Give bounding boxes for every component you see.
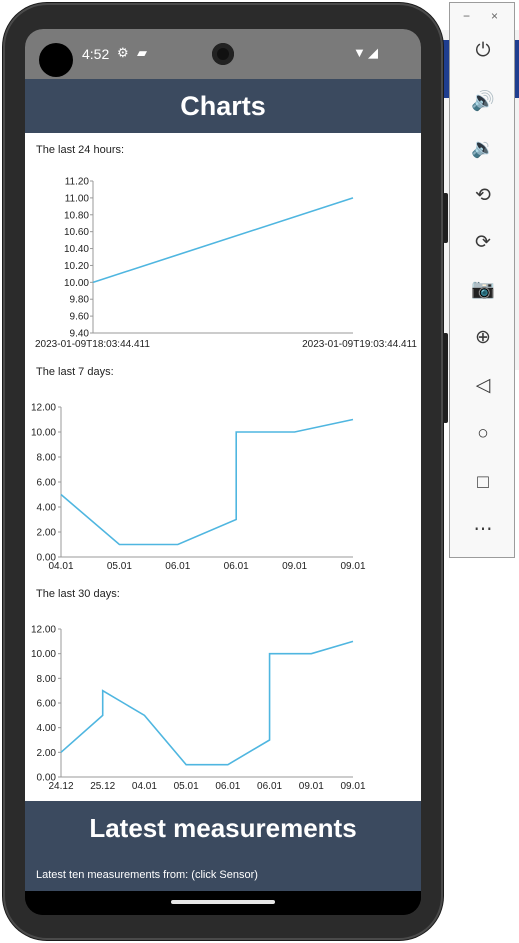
more-icon[interactable]: ⋯ bbox=[473, 519, 493, 540]
charts-content[interactable]: The last 24 hours: 9.40 9.60 9.80 10.00 10.2… bbox=[25, 133, 421, 801]
y-tick-label: 0.00 bbox=[37, 773, 57, 784]
close-button[interactable]: × bbox=[491, 9, 499, 23]
section-title-24h: The last 24 hours: bbox=[36, 144, 125, 156]
page-title: Charts bbox=[180, 91, 266, 121]
y-tick-label: 9.60 bbox=[70, 312, 90, 323]
phone-frame: 4:52 ⚙ ▰ ▼ ◢ Charts The last 24 hours: 9… bbox=[3, 3, 448, 940]
x-tick-label: 25.12 bbox=[90, 781, 115, 792]
x-tick-label: 06.01 bbox=[257, 781, 282, 792]
y-tick-label: 6.00 bbox=[37, 699, 57, 710]
latest-measurements-title: Latest measurements bbox=[89, 813, 357, 843]
x-tick-label: 09.01 bbox=[299, 781, 324, 792]
y-tick-label: 8.00 bbox=[37, 453, 57, 464]
y-tick-label: 10.00 bbox=[64, 278, 89, 289]
home-gesture-handle[interactable] bbox=[171, 900, 275, 904]
x-tick-label: 06.01 bbox=[224, 561, 249, 572]
x-tick-label: 24.12 bbox=[48, 781, 73, 792]
y-tick-label: 10.20 bbox=[64, 261, 89, 272]
y-tick-label: 12.00 bbox=[31, 625, 56, 636]
back-icon[interactable]: ◁ bbox=[475, 375, 491, 396]
y-tick-label: 8.00 bbox=[37, 674, 57, 685]
gear-icon: ⚙ bbox=[117, 45, 129, 60]
status-bar: 4:52 ⚙ ▰ ▼ ◢ bbox=[25, 29, 421, 79]
x-tick-label: 04.01 bbox=[132, 781, 157, 792]
status-time: 4:52 bbox=[82, 46, 110, 62]
wifi-icon: ▼ bbox=[353, 45, 366, 60]
series-line bbox=[92, 197, 354, 284]
y-tick-label: 10.80 bbox=[64, 210, 89, 221]
x-tick-label: 06.01 bbox=[215, 781, 240, 792]
chart-24h: 9.40 9.60 9.80 10.00 10.20 10.40 10.60 10.80 11.… bbox=[35, 177, 417, 351]
zoom-icon[interactable]: ⊕ bbox=[475, 327, 491, 348]
y-tick-label: 10.00 bbox=[31, 428, 56, 439]
y-tick-label: 0.00 bbox=[37, 553, 57, 564]
y-tick-label: 12.00 bbox=[31, 403, 56, 414]
signal-icon: ◢ bbox=[368, 45, 378, 60]
app-bar: Charts bbox=[25, 79, 421, 133]
y-tick-label: 6.00 bbox=[37, 478, 57, 489]
x-tick-label: 09.01 bbox=[340, 781, 365, 792]
emulator-toolbar: − × ⏻ 🔊 🔉 ⟲ ⟳ 📷 ⊕ ◁ ○ □ ⋯ bbox=[449, 2, 515, 558]
overview-icon[interactable]: □ bbox=[477, 472, 489, 493]
section-title-7d: The last 7 days: bbox=[36, 366, 114, 378]
power-button[interactable] bbox=[443, 333, 448, 423]
latest-measurements-subtitle[interactable]: Latest ten measurements from: (click Sen… bbox=[36, 869, 258, 881]
y-tick-label: 2.00 bbox=[37, 748, 57, 759]
volume-down-icon[interactable]: 🔉 bbox=[471, 138, 495, 159]
x-tick-label: 04.01 bbox=[48, 561, 73, 572]
volume-button[interactable] bbox=[443, 193, 448, 243]
x-tick-label: 09.01 bbox=[282, 561, 307, 572]
x-tick-label: 2023-01-09T18:03:44.411 bbox=[35, 339, 150, 350]
rotate-left-icon[interactable]: ⟲ bbox=[475, 185, 491, 206]
y-tick-label: 2.00 bbox=[37, 528, 57, 539]
x-tick-label: 09.01 bbox=[340, 561, 365, 572]
minimize-button[interactable]: − bbox=[463, 9, 471, 23]
series-line bbox=[60, 640, 354, 766]
y-tick-label: 10.60 bbox=[64, 227, 89, 238]
power-icon[interactable]: ⏻ bbox=[475, 40, 491, 61]
y-tick-label: 11.00 bbox=[65, 193, 90, 204]
y-tick-label: 4.00 bbox=[37, 503, 57, 514]
y-tick-label: 11.20 bbox=[65, 177, 90, 188]
x-tick-label: 2023-01-09T19:03:44.411 bbox=[302, 339, 417, 350]
camera-lens bbox=[212, 43, 234, 65]
gesture-navbar bbox=[25, 891, 421, 915]
y-tick-label: 10.40 bbox=[64, 244, 89, 255]
y-tick-label: 10.00 bbox=[31, 649, 56, 660]
front-camera-cutout bbox=[39, 43, 73, 77]
rotate-right-icon[interactable]: ⟳ bbox=[475, 232, 491, 253]
chart-30d: 0.00 2.00 4.00 6.00 8.00 10.00 12.00 24.12 25.12… bbox=[31, 625, 366, 793]
x-tick-label: 06.01 bbox=[165, 561, 190, 572]
series-line bbox=[60, 418, 354, 546]
chart-7d: 0.00 2.00 4.00 6.00 8.00 10.00 12.00 04.01 05.01… bbox=[31, 403, 366, 573]
section-title-30d: The last 30 days: bbox=[36, 588, 120, 600]
volume-up-icon[interactable]: 🔊 bbox=[471, 91, 495, 112]
y-tick-label: 4.00 bbox=[37, 723, 57, 734]
device-screen: 4:52 ⚙ ▰ ▼ ◢ Charts The last 24 hours: 9… bbox=[25, 29, 421, 915]
camera-icon[interactable]: 📷 bbox=[471, 279, 495, 300]
sd-card-icon: ▰ bbox=[137, 45, 147, 60]
x-tick-label: 05.01 bbox=[174, 781, 199, 792]
x-tick-label: 05.01 bbox=[107, 561, 132, 572]
y-tick-label: 9.40 bbox=[70, 329, 90, 340]
y-tick-label: 9.80 bbox=[70, 295, 90, 306]
latest-measurements-panel: Latest measurements Latest ten measureme… bbox=[25, 801, 421, 891]
home-icon[interactable]: ○ bbox=[477, 423, 489, 444]
